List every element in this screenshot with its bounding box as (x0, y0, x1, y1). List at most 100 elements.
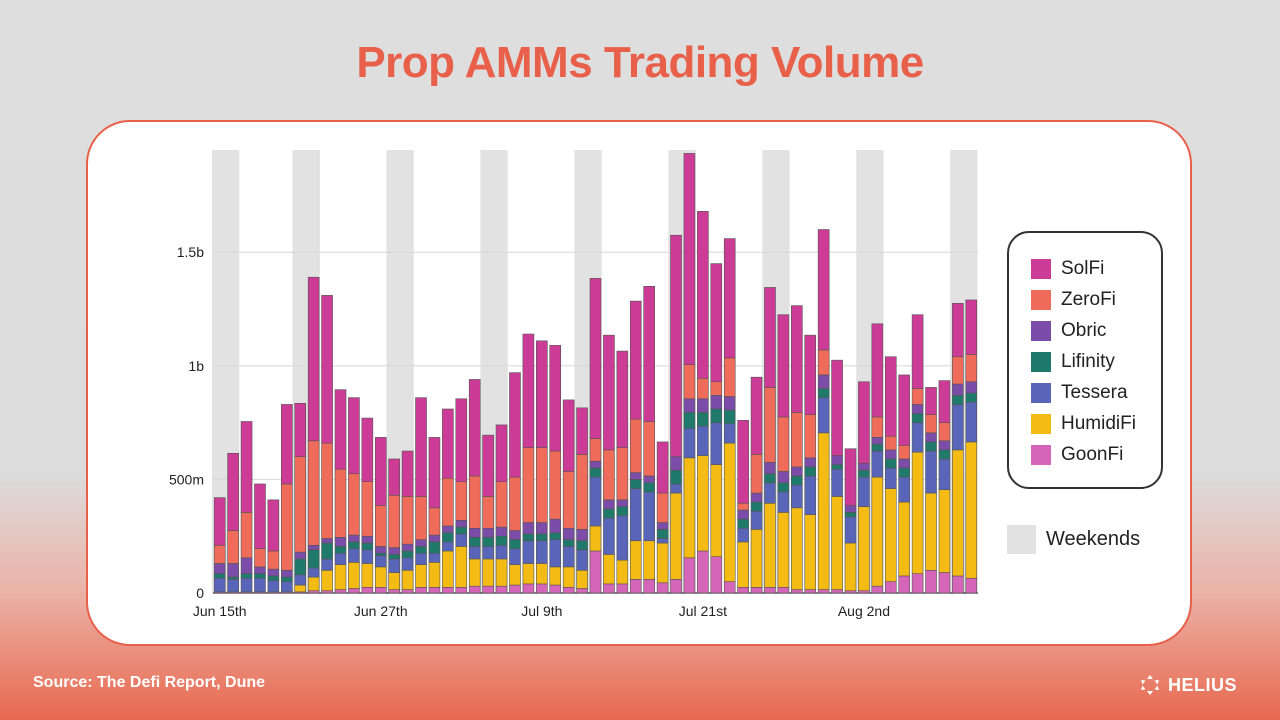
bar-segment-lifinity (898, 467, 910, 478)
bar-segment-humidifi (361, 563, 374, 588)
bar-segment-obric (509, 530, 521, 540)
y-tick-label: 1b (188, 358, 204, 374)
bar-segment-humidifi (348, 562, 360, 589)
bar-segment-tessera (603, 517, 615, 555)
bar-segment-obric (415, 539, 427, 547)
bar-segment-lifinity (374, 552, 387, 556)
bar-segment-solfi (348, 397, 360, 475)
bar-segment-solfi (522, 333, 535, 448)
bar-segment-tessera (710, 422, 723, 465)
bar-segment-tessera (884, 467, 897, 489)
bar-segment-tessera (482, 546, 494, 560)
bar-segment-tessera (267, 580, 280, 593)
bar-segment-goonfi (750, 587, 763, 594)
source-caption: Source: The Defi Report, Dune (33, 674, 266, 691)
bar-segment-obric (965, 381, 978, 394)
bar-segment-lifinity (348, 541, 360, 550)
bar-segment-lifinity (589, 467, 602, 478)
bar-segment-solfi (844, 448, 857, 506)
bar-segment-goonfi (777, 587, 790, 594)
bar-segment-lifinity (844, 512, 857, 518)
bar-segment-goonfi (589, 550, 602, 594)
bar-segment-tessera (697, 425, 709, 456)
bar-segment-lifinity (495, 535, 508, 546)
bar-segment-goonfi (495, 585, 508, 594)
bar-segment-obric (589, 460, 602, 469)
bar-segment-lifinity (227, 576, 239, 580)
legend-item-zerofi: ZeroFi (1031, 288, 1116, 312)
bar-segment-humidifi (509, 564, 521, 586)
bar-segment-goonfi (764, 587, 776, 594)
y-tick-label: 1.5b (177, 244, 204, 260)
legend-label: SolFi (1061, 258, 1105, 279)
bar-segment-goonfi (925, 569, 937, 594)
bar-segment-tessera (401, 557, 414, 571)
bar-segment-obric (938, 440, 951, 451)
bar-segment-lifinity (791, 475, 803, 486)
bar-segment-goonfi (670, 579, 682, 594)
bar-segment-goonfi (884, 581, 897, 594)
bar-segment-solfi (629, 300, 642, 420)
bar-segment-solfi (401, 450, 414, 497)
bar-segment-humidifi (871, 476, 884, 587)
bar-segment-obric (401, 543, 414, 552)
bar-segment-lifinity (522, 533, 535, 542)
bar-segment-obric (240, 557, 253, 574)
legend-label: HumidiFi (1061, 413, 1136, 434)
bar-segment-humidifi (294, 584, 307, 593)
legend-swatch (1031, 290, 1051, 310)
bar-segment-solfi (468, 379, 481, 477)
bar-segment-solfi (643, 286, 655, 422)
bar-segment-zerofi (348, 473, 360, 536)
bar-segment-tessera (589, 476, 602, 527)
bar-segment-goonfi (737, 587, 749, 594)
bar-segment-goonfi (871, 585, 884, 594)
bar-segment-solfi (294, 403, 307, 457)
legend-item-humidifi: HumidiFi (1031, 412, 1136, 436)
bar-segment-tessera (509, 548, 521, 565)
bar-segment-lifinity (254, 573, 266, 579)
bar-segment-lifinity (509, 539, 521, 549)
bar-segment-humidifi (898, 501, 910, 577)
bar-segment-tessera (777, 491, 790, 513)
bar-segment-humidifi (562, 566, 575, 588)
bar-segment-humidifi (603, 554, 615, 585)
bar-segment-obric (536, 522, 548, 535)
bar-segment-goonfi (482, 585, 494, 594)
bar-segment-obric (522, 522, 535, 535)
bar-segment-solfi (670, 234, 682, 457)
bar-segment-tessera (898, 476, 910, 503)
bar-segment-humidifi (616, 559, 629, 585)
bar-segment-tessera (938, 458, 951, 490)
bar-segment-humidifi (482, 558, 494, 587)
bar-segment-tessera (683, 427, 696, 459)
bar-segment-goonfi (468, 585, 481, 594)
bar-segment-humidifi (656, 542, 669, 584)
bar-segment-solfi (213, 497, 226, 546)
bar-segment-tessera (348, 548, 360, 563)
bar-segment-tessera (281, 581, 293, 593)
bar-segment-zerofi (549, 450, 562, 520)
bar-segment-goonfi (428, 587, 441, 594)
bar-segment-tessera (804, 475, 817, 515)
bar-segment-tessera (374, 555, 387, 568)
bar-segment-solfi (804, 334, 817, 415)
bar-segment-zerofi (965, 354, 978, 383)
bar-segment-obric (616, 499, 629, 507)
bar-segment-tessera (227, 579, 239, 593)
bar-segment-goonfi (415, 587, 427, 594)
bar-segment-tessera (952, 404, 964, 451)
bar-segment-lifinity (307, 549, 320, 569)
bar-segment-zerofi (643, 421, 655, 477)
bar-segment-lifinity (777, 482, 790, 493)
bar-segment-zerofi (938, 422, 951, 442)
bar-segment-zerofi (415, 496, 427, 540)
bar-segment-humidifi (576, 569, 588, 589)
bar-segment-tessera (549, 539, 562, 568)
bar-segment-humidifi (952, 449, 964, 577)
bar-segment-humidifi (468, 558, 481, 587)
bar-segment-tessera (844, 516, 857, 544)
bar-segment-obric (321, 538, 333, 544)
bar-segment-solfi (576, 407, 588, 455)
bar-segment-solfi (965, 299, 978, 355)
